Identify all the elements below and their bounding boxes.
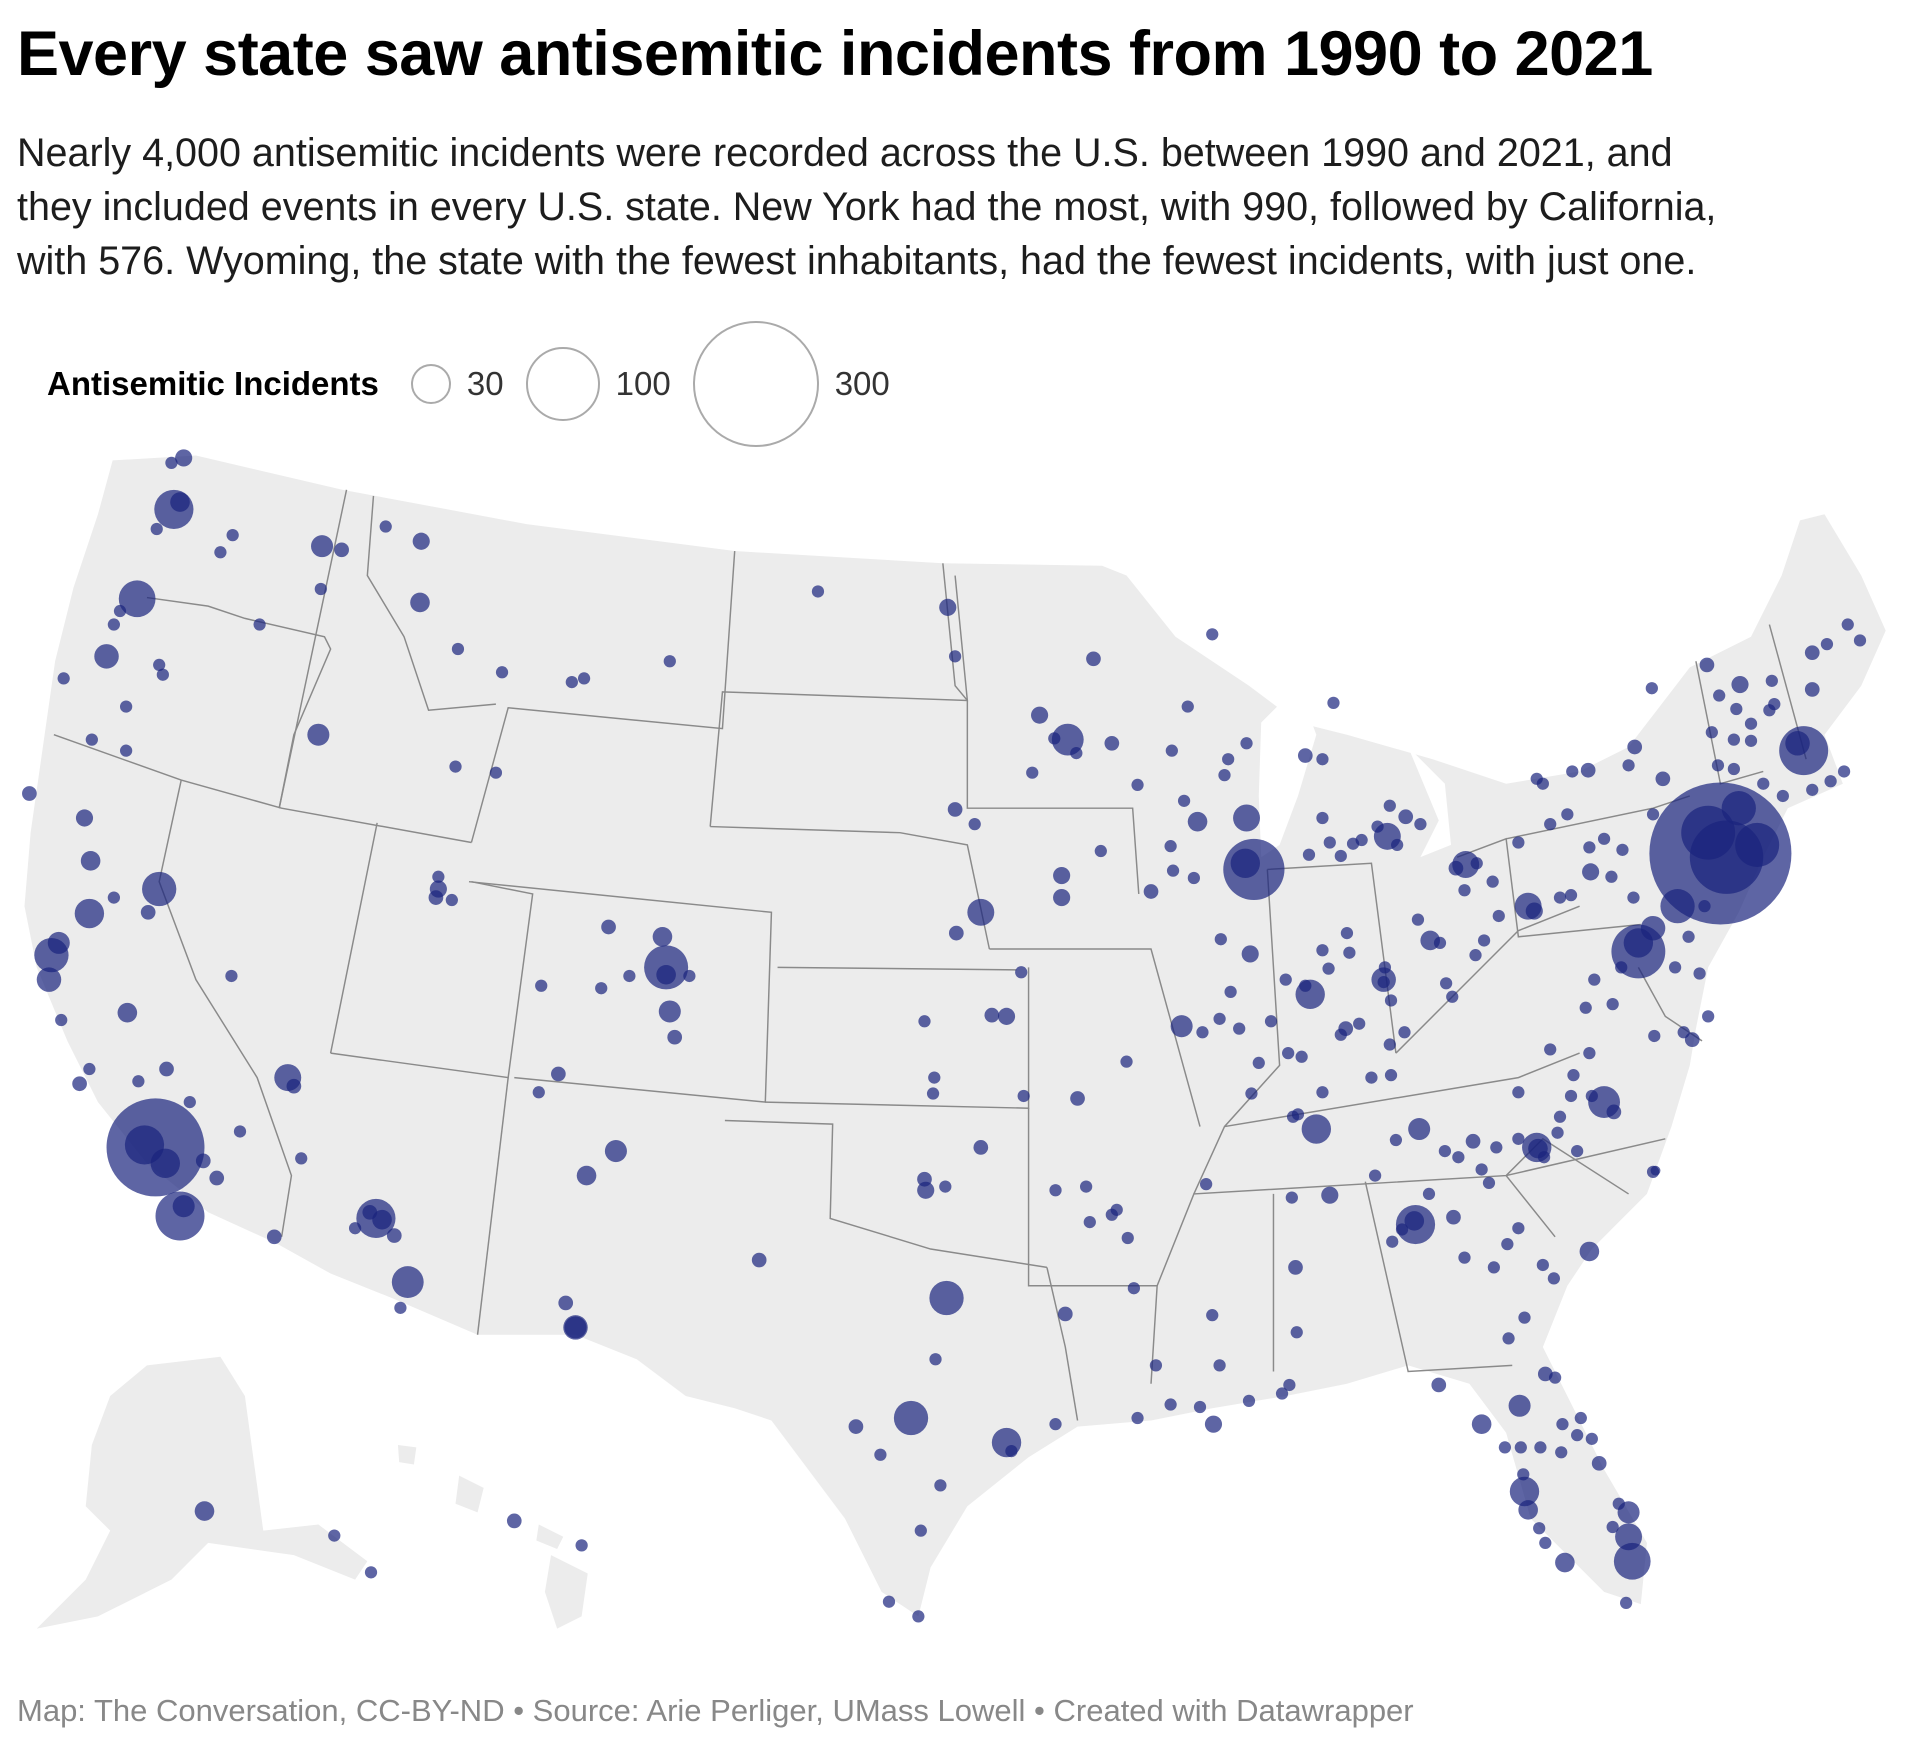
incident-dot[interactable]: Boston core bbox=[1785, 731, 1810, 756]
legend-title: Antisemitic Incidents bbox=[47, 365, 379, 402]
legend-circle-medium-icon bbox=[525, 347, 600, 421]
incident-dot[interactable]: Denver core bbox=[656, 964, 676, 985]
us-land-shape bbox=[24, 455, 1886, 1617]
description: Nearly 4,000 antisemitic incidents were … bbox=[17, 126, 1917, 288]
description-line-3: with 576. Wyoming, the state with the fe… bbox=[17, 239, 1697, 283]
legend-label: 300 bbox=[834, 365, 890, 402]
incident-dot[interactable]: Reno bbox=[142, 871, 177, 907]
incident-dot[interactable]: Chicago core bbox=[1230, 848, 1260, 878]
incident-dot[interactable]: Northern NJ bbox=[1681, 805, 1736, 860]
incident-dot[interactable]: Baltimore bbox=[1640, 915, 1666, 941]
description-line-1: Nearly 4,000 antisemitic incidents were … bbox=[17, 131, 1673, 175]
incident-dot[interactable]: Portland bbox=[118, 580, 156, 618]
hawaii-shape bbox=[397, 1444, 588, 1629]
incident-dot[interactable]: St. Louis bbox=[1170, 1015, 1193, 1038]
incident-dot[interactable]: Sacramento bbox=[74, 898, 105, 929]
incident-dot[interactable]: Albuquerque bbox=[604, 1140, 627, 1163]
incident-dot[interactable]: Kansas City bbox=[997, 1007, 1016, 1025]
legend-circle-large-icon bbox=[692, 321, 819, 447]
incident-dot[interactable]: Oakland bbox=[47, 931, 70, 954]
incident-dot[interactable]: San Antonio bbox=[893, 1400, 929, 1436]
legend-item-30: 30 bbox=[410, 364, 504, 404]
incident-dot[interactable]: Miami bbox=[1613, 1542, 1651, 1580]
incident-dot[interactable]: Tucson bbox=[391, 1266, 424, 1299]
size-legend: Antisemitic Incidents 30 100 300 bbox=[47, 320, 912, 448]
page-title: Every state saw antisemitic incidents fr… bbox=[17, 19, 1653, 89]
footer-credits: Map: The Conversation, CC-BY-ND • Source… bbox=[17, 1693, 1414, 1728]
incident-dot[interactable]: Atlanta core bbox=[1404, 1211, 1425, 1231]
legend-item-100: 100 bbox=[525, 347, 671, 421]
incident-dot[interactable]: Seattle core bbox=[170, 492, 190, 512]
incident-dot[interactable]: Tampa bbox=[1509, 1476, 1540, 1507]
incident-dot[interactable]: Long Island bbox=[1735, 822, 1780, 867]
incident-dots-scatter bbox=[22, 449, 1867, 1623]
incident-dot[interactable]: Omaha bbox=[967, 898, 995, 926]
incident-dot[interactable]: Philadelphia bbox=[1660, 889, 1695, 924]
incident-dot[interactable]: Nashville bbox=[1301, 1114, 1332, 1144]
incident-dot[interactable]: Westchester bbox=[1721, 791, 1756, 826]
incident-dot[interactable]: LA east bbox=[150, 1148, 180, 1179]
legend-item-300: 300 bbox=[692, 321, 890, 447]
incident-dot[interactable]: SF Bay bbox=[36, 967, 62, 992]
incident-dot[interactable]: Milwaukee bbox=[1233, 804, 1260, 832]
alaska-shape bbox=[36, 1356, 368, 1629]
incident-dot[interactable]: SD core bbox=[172, 1195, 195, 1218]
incident-dot[interactable]: Anchorage bbox=[194, 1501, 215, 1521]
legend-label: 100 bbox=[615, 365, 671, 402]
incident-dot[interactable]: Phoenix core bbox=[372, 1209, 392, 1230]
great-lakes bbox=[1258, 685, 1452, 858]
incident-dot[interactable]: Honolulu bbox=[506, 1513, 522, 1529]
incident-dot[interactable]: Dallas bbox=[929, 1280, 964, 1316]
description-line-2: they included events in every U.S. state… bbox=[17, 185, 1717, 229]
legend-label: 30 bbox=[466, 365, 504, 402]
incident-dot[interactable]: Fort Lauderdale bbox=[1615, 1523, 1643, 1551]
legend-circle-small-icon bbox=[410, 364, 451, 404]
